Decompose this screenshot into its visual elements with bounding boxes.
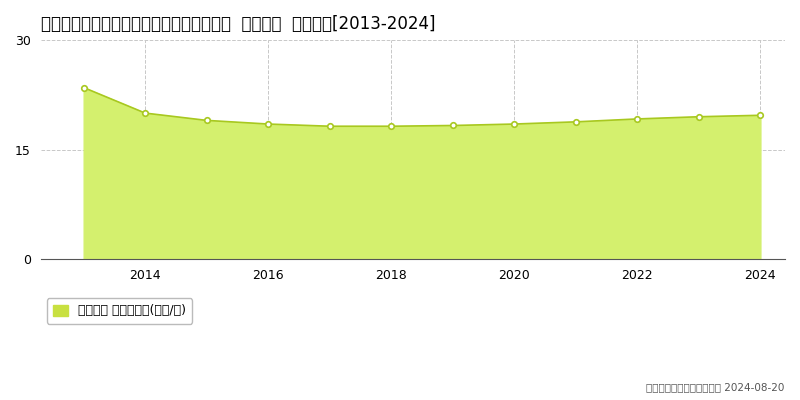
Text: （Ｃ）土地価格ドットコム 2024-08-20: （Ｃ）土地価格ドットコム 2024-08-20: [646, 382, 784, 392]
Legend: 地価公示 平均坪単価(万円/坪): 地価公示 平均坪単価(万円/坪): [47, 298, 192, 324]
Text: 秋田県秋田市広面字樋ノ没１／ＯＯ番４外  地価公示  地価推移[2013-2024]: 秋田県秋田市広面字樋ノ没１／ＯＯ番４外 地価公示 地価推移[2013-2024]: [41, 15, 435, 33]
